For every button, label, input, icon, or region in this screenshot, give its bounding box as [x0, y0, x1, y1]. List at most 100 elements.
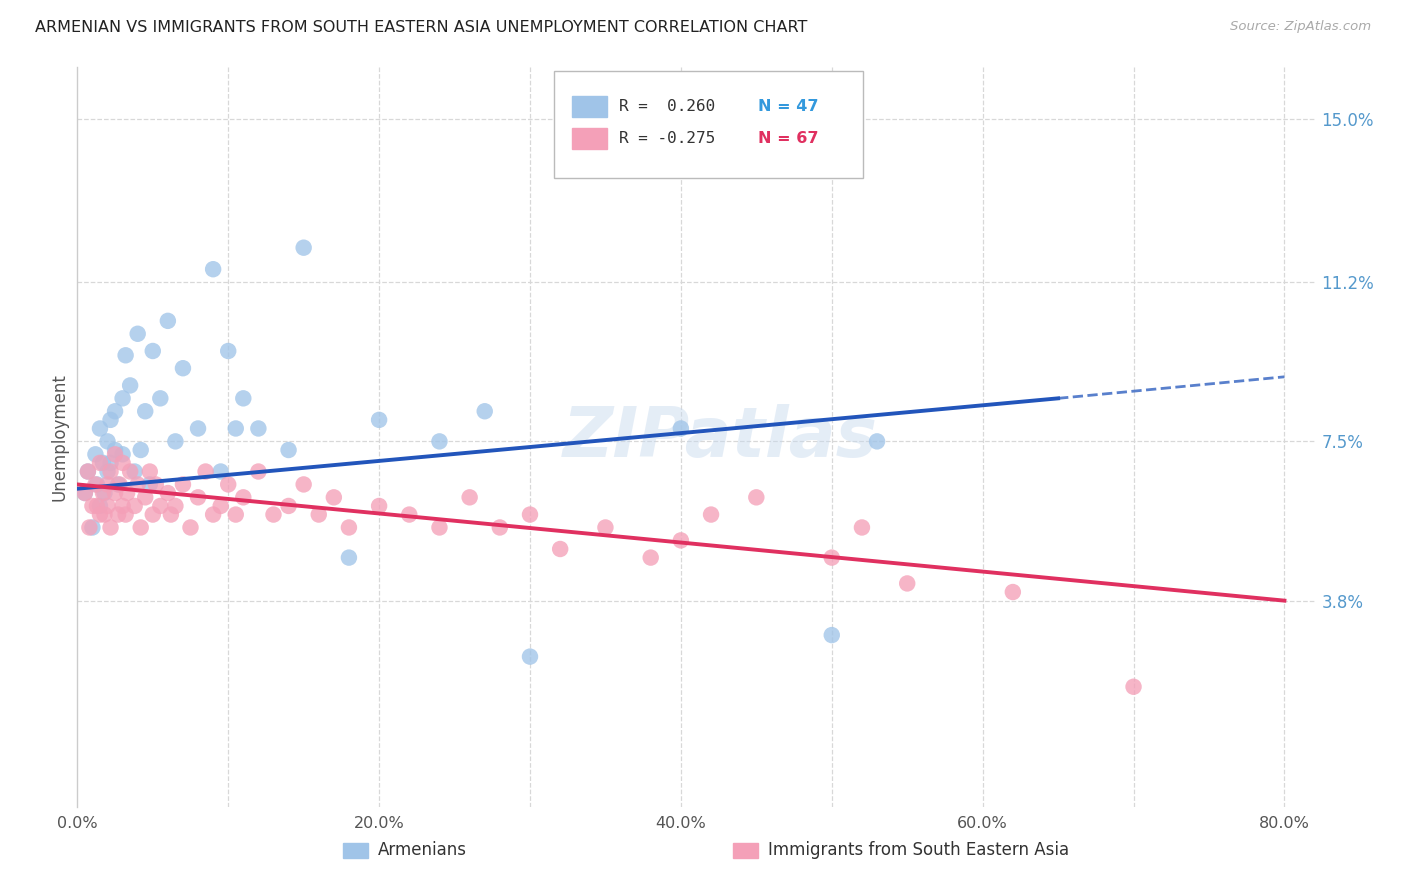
- Point: [100, 465, 122, 479]
- Point: [247, 465, 270, 479]
- Point: [134, 491, 156, 505]
- Point: [337, 550, 360, 565]
- Text: Source: ZipAtlas.com: Source: ZipAtlas.com: [1230, 20, 1371, 33]
- Point: [73, 486, 96, 500]
- Point: [134, 404, 156, 418]
- Point: [156, 486, 179, 500]
- Point: [142, 508, 165, 522]
- Bar: [572, 128, 607, 149]
- Point: [96, 477, 118, 491]
- Point: [474, 404, 496, 418]
- Point: [84, 447, 107, 461]
- Point: [277, 442, 299, 457]
- Point: [142, 343, 165, 358]
- Point: [149, 499, 172, 513]
- Point: [745, 491, 768, 505]
- Point: [100, 456, 122, 470]
- Point: [172, 361, 194, 376]
- Point: [96, 434, 118, 449]
- Point: [821, 550, 844, 565]
- Point: [263, 508, 285, 522]
- Point: [139, 477, 162, 491]
- Point: [398, 508, 420, 522]
- Point: [89, 456, 111, 470]
- Point: [120, 465, 142, 479]
- Point: [595, 520, 617, 534]
- Point: [866, 434, 889, 449]
- Point: [129, 520, 152, 534]
- Point: [172, 477, 194, 491]
- Point: [202, 262, 225, 277]
- Point: [217, 343, 239, 358]
- Point: [89, 499, 111, 513]
- Point: [107, 508, 129, 522]
- Point: [91, 486, 114, 500]
- Point: [93, 486, 115, 500]
- Point: [700, 508, 723, 522]
- Point: [104, 404, 127, 418]
- Point: [429, 520, 451, 534]
- Point: [488, 520, 510, 534]
- Point: [82, 499, 104, 513]
- Point: [160, 508, 183, 522]
- Point: [93, 508, 115, 522]
- Point: [277, 499, 299, 513]
- Point: [202, 508, 225, 522]
- Point: [86, 477, 108, 491]
- Point: [100, 413, 122, 427]
- Text: ARMENIAN VS IMMIGRANTS FROM SOUTH EASTERN ASIA UNEMPLOYMENT CORRELATION CHART: ARMENIAN VS IMMIGRANTS FROM SOUTH EASTER…: [35, 20, 807, 35]
- Point: [77, 465, 100, 479]
- Point: [851, 520, 873, 534]
- Point: [114, 508, 136, 522]
- Text: Armenians: Armenians: [378, 841, 467, 859]
- Point: [821, 628, 844, 642]
- Point: [232, 392, 254, 406]
- Text: N = 67: N = 67: [758, 131, 818, 146]
- Point: [368, 413, 391, 427]
- Point: [127, 326, 149, 341]
- Point: [77, 465, 100, 479]
- Text: R =  0.260: R = 0.260: [619, 99, 716, 113]
- Point: [89, 421, 111, 435]
- Point: [519, 508, 541, 522]
- Point: [322, 491, 344, 505]
- Point: [669, 421, 692, 435]
- Bar: [733, 843, 758, 857]
- Point: [111, 456, 134, 470]
- Point: [548, 541, 571, 556]
- Point: [108, 477, 131, 491]
- Point: [82, 520, 104, 534]
- Point: [114, 348, 136, 362]
- Point: [640, 550, 662, 565]
- Point: [1122, 680, 1144, 694]
- Point: [292, 241, 315, 255]
- Point: [187, 421, 209, 435]
- Point: [107, 477, 129, 491]
- Point: [156, 314, 179, 328]
- Point: [104, 447, 127, 461]
- Point: [124, 465, 146, 479]
- Bar: [343, 843, 368, 857]
- Point: [187, 491, 209, 505]
- Point: [100, 520, 122, 534]
- Point: [209, 465, 232, 479]
- Point: [429, 434, 451, 449]
- Point: [145, 477, 167, 491]
- Text: N = 47: N = 47: [758, 99, 818, 113]
- Point: [1001, 585, 1024, 599]
- Point: [225, 421, 247, 435]
- Point: [84, 477, 107, 491]
- Point: [308, 508, 330, 522]
- Bar: [572, 95, 607, 117]
- Point: [104, 442, 127, 457]
- Point: [194, 465, 217, 479]
- Point: [165, 499, 187, 513]
- Point: [368, 499, 391, 513]
- Point: [91, 456, 114, 470]
- FancyBboxPatch shape: [554, 70, 863, 178]
- Point: [79, 520, 101, 534]
- Point: [896, 576, 918, 591]
- Point: [115, 486, 138, 500]
- Point: [111, 447, 134, 461]
- Point: [247, 421, 270, 435]
